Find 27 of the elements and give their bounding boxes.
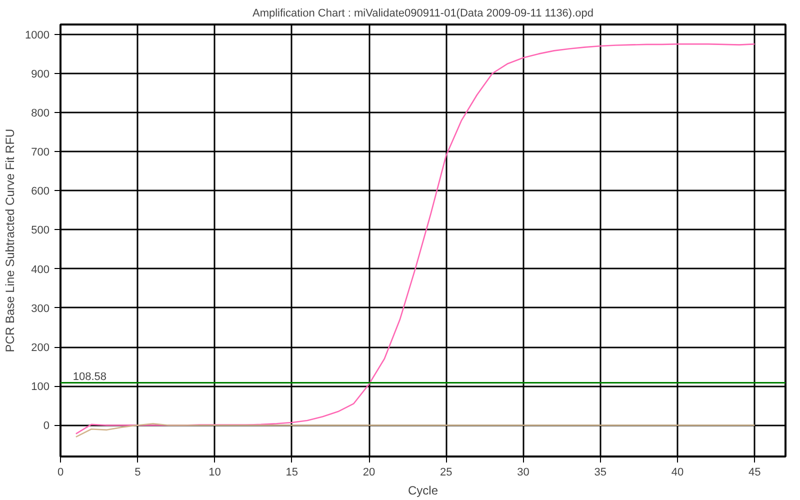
y-tick-label: 1000 — [25, 29, 50, 42]
y-tick-label: 900 — [31, 68, 50, 80]
x-tick-label: 30 — [517, 466, 530, 478]
x-tick-label: 20 — [362, 466, 376, 478]
line-series — [75, 43, 756, 434]
y-tick-label: 700 — [31, 146, 50, 159]
y-tick-label: 100 — [31, 381, 50, 394]
x-axis-title: Cycle — [408, 484, 438, 498]
ref-line-label: 108.58 — [72, 370, 106, 383]
y-tick-label: 600 — [31, 186, 50, 198]
x-tick-label: 10 — [208, 466, 221, 478]
y-tick-label: 500 — [31, 224, 50, 237]
x-tick-label: 35 — [594, 466, 607, 478]
x-tick-label: 40 — [671, 466, 684, 478]
y-tick-label: 800 — [31, 107, 50, 120]
x-tick-label: 0 — [57, 466, 64, 478]
x-tick-label: 15 — [286, 466, 298, 478]
y-axis-title: PCR Base Line Subtracted Curve Fit RFU — [3, 128, 18, 352]
chart-title: Amplification Chart : miValidate090911-01(Data 2009-09-11 1136).opd — [252, 8, 594, 20]
y-tick-label: 400 — [31, 264, 50, 276]
x-tick-label: 45 — [748, 466, 761, 478]
x-tick-label: 5 — [134, 466, 141, 478]
line-series — [75, 423, 756, 438]
x-tick-label: 25 — [440, 466, 452, 478]
y-tick-label: 0 — [43, 420, 50, 432]
y-tick-label: 300 — [31, 302, 50, 315]
y-tick-label: 200 — [31, 342, 50, 354]
